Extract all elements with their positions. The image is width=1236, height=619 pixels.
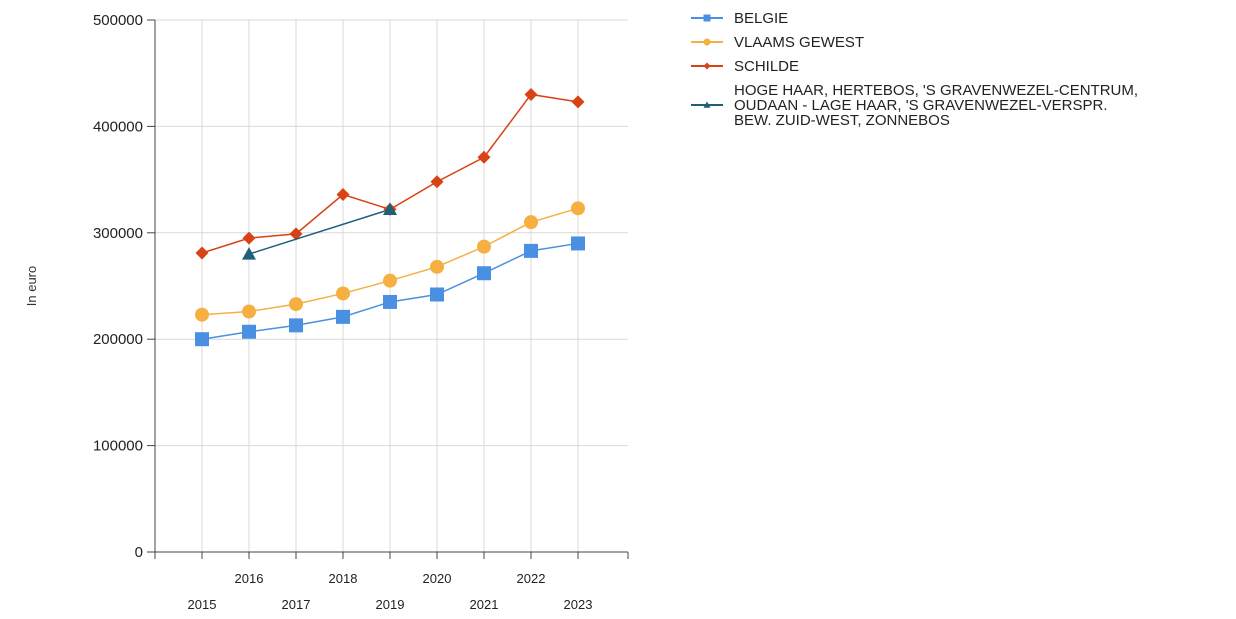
legend-label: BELGIE — [734, 10, 788, 27]
legend: BELGIE VLAAMS GEWEST SCHILDE HOGE HAAR, HER… — [691, 10, 1138, 129]
legend-label: OUDAAN - LAGE HAAR, 'S GRAVENWEZEL-VERSP… — [734, 97, 1108, 114]
legend-item[interactable]: SCHILDE — [691, 58, 799, 75]
data-point — [195, 307, 209, 322]
legend-label: HOGE HAAR, HERTEBOS, 'S GRAVENWEZEL-CENT… — [734, 82, 1138, 99]
series-3 — [242, 202, 397, 260]
data-point — [477, 239, 491, 254]
x-tick-label: 2016 — [235, 571, 264, 586]
data-point — [242, 231, 256, 245]
data-point — [524, 87, 538, 101]
x-tick-label: 2023 — [564, 597, 593, 612]
data-point — [383, 273, 397, 288]
legend-label: SCHILDE — [734, 58, 799, 75]
data-point — [195, 246, 209, 260]
data-point — [289, 318, 303, 333]
axes: 0 100000 200000 300000 400000 500000 2015 2016 2… — [24, 12, 629, 612]
legend-item[interactable]: BELGIE — [691, 10, 788, 27]
x-tick-label: 2020 — [423, 571, 452, 586]
x-tick-label: 2019 — [376, 597, 405, 612]
x-tick-label: 2018 — [329, 571, 358, 586]
x-tick-label: 2021 — [470, 597, 499, 612]
grid — [155, 19, 628, 552]
data-point — [703, 101, 711, 108]
x-tick-label: 2022 — [517, 571, 546, 586]
data-point — [383, 294, 397, 309]
data-point — [571, 236, 585, 251]
data-point — [195, 332, 209, 347]
data-point — [571, 201, 585, 216]
y-tick-label: 100000 — [93, 438, 143, 455]
data-point — [383, 202, 397, 215]
data-point — [703, 14, 711, 22]
data-point — [336, 309, 350, 324]
series-0 — [195, 236, 585, 347]
data-point — [477, 150, 491, 164]
data-point — [524, 215, 538, 230]
data-point — [703, 38, 711, 46]
data-point — [703, 62, 711, 70]
series-line — [248, 208, 391, 255]
y-tick-label: 200000 — [93, 331, 143, 348]
data-point — [571, 95, 585, 109]
data-point — [289, 297, 303, 312]
data-point — [430, 287, 444, 302]
y-tick-label: 500000 — [93, 12, 143, 29]
series-1 — [195, 201, 585, 322]
y-tick-label: 0 — [135, 544, 143, 561]
data-point — [524, 243, 538, 258]
x-tick-label: 2015 — [188, 597, 217, 612]
y-axis-label: In euro — [24, 266, 39, 306]
legend-item[interactable]: VLAAMS GEWEST — [691, 34, 864, 51]
data-point — [242, 324, 256, 339]
data-point — [430, 175, 444, 189]
series-group — [195, 87, 585, 347]
data-point — [336, 286, 350, 301]
data-point — [242, 247, 256, 260]
data-point — [477, 266, 491, 281]
data-point — [242, 304, 256, 319]
legend-label: BEW. ZUID-WEST, ZONNEBOS — [734, 112, 950, 129]
data-point — [430, 259, 444, 274]
y-tick-label: 300000 — [93, 225, 143, 242]
data-point — [289, 227, 303, 241]
legend-label: VLAAMS GEWEST — [734, 34, 864, 51]
data-point — [336, 187, 350, 201]
x-tick-label: 2017 — [282, 597, 311, 612]
legend-item[interactable]: HOGE HAAR, HERTEBOS, 'S GRAVENWEZEL-CENT… — [691, 82, 1138, 129]
y-tick-label: 400000 — [93, 118, 143, 135]
